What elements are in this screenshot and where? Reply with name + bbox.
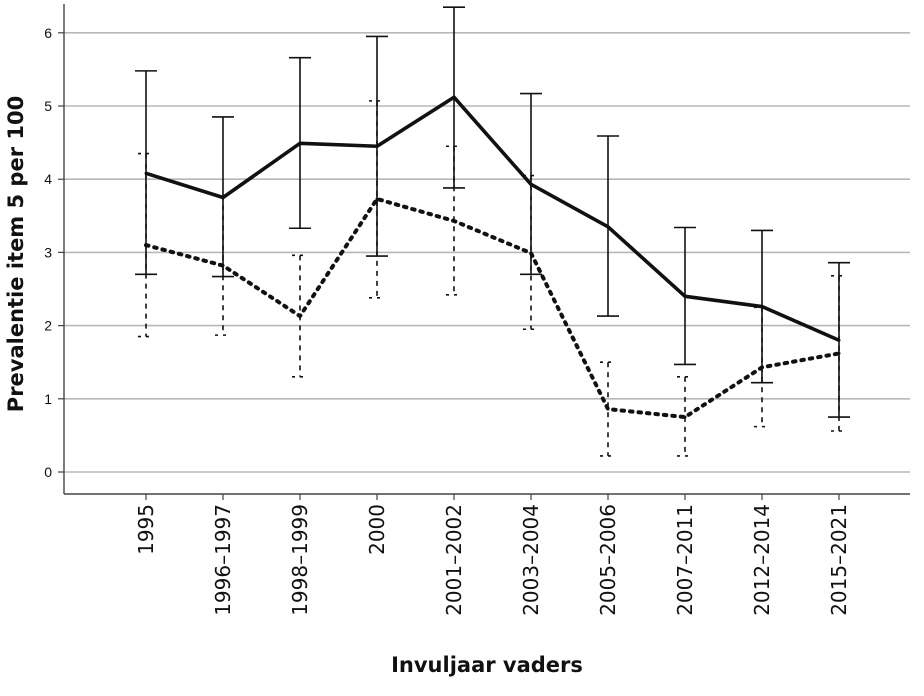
x-axis-title: Invuljaar vaders bbox=[391, 653, 583, 677]
x-tick-label-8: 2012–2014 bbox=[750, 504, 774, 616]
data-point-1-5 bbox=[529, 251, 533, 255]
error-bar-1-9 bbox=[831, 275, 847, 432]
data-point-1-2 bbox=[298, 314, 302, 318]
x-tick-label-1: 1996–1997 bbox=[211, 504, 235, 616]
data-point-0-2 bbox=[298, 141, 302, 145]
series-line-1 bbox=[144, 196, 841, 420]
y-tick-label-2: 2 bbox=[44, 318, 52, 334]
series-0 bbox=[135, 6, 850, 418]
series bbox=[135, 6, 850, 457]
y-tick-label-0: 0 bbox=[44, 464, 52, 480]
data-point-1-3 bbox=[375, 197, 379, 201]
y-tick-label-4: 4 bbox=[44, 171, 52, 187]
series-1 bbox=[138, 100, 847, 457]
data-point-0-7 bbox=[683, 294, 687, 298]
error-bar-1-3 bbox=[369, 100, 385, 299]
y-tick-label-1: 1 bbox=[44, 391, 52, 407]
data-point-1-7 bbox=[683, 415, 687, 419]
error-bar-1-5 bbox=[523, 174, 539, 331]
x-tick-label-9: 2015–2021 bbox=[827, 504, 851, 616]
axes bbox=[58, 4, 910, 500]
data-point-1-4 bbox=[452, 219, 456, 223]
error-bar-1-1 bbox=[215, 194, 231, 336]
x-tick-label-3: 2000 bbox=[365, 504, 389, 555]
error-bar-1-6 bbox=[600, 361, 616, 457]
x-tick-label-7: 2007–2011 bbox=[673, 504, 697, 616]
data-point-0-6 bbox=[606, 225, 610, 229]
x-tick-labels: 1995 1996–1997 1998–1999 2000 2001–2002 2003–… bbox=[134, 504, 851, 616]
gridlines bbox=[64, 31, 910, 473]
data-point-0-5 bbox=[529, 182, 533, 186]
y-tick-labels: 0 1 2 3 4 5 6 bbox=[44, 25, 52, 480]
y-tick-label-5: 5 bbox=[44, 98, 52, 114]
data-point-1-9 bbox=[837, 351, 841, 355]
data-point-0-4 bbox=[452, 95, 456, 99]
data-point-1-8 bbox=[760, 365, 764, 369]
y-tick-label-6: 6 bbox=[44, 25, 52, 41]
x-tick-label-0: 1995 bbox=[134, 504, 158, 555]
error-bar-1-7 bbox=[677, 376, 693, 457]
data-point-1-0 bbox=[144, 243, 148, 247]
x-tick-label-2: 1998–1999 bbox=[288, 504, 312, 616]
x-tick-label-6: 2005–2006 bbox=[596, 504, 620, 616]
error-bar-1-8 bbox=[754, 306, 770, 428]
data-point-1-6 bbox=[606, 407, 610, 411]
x-tick-label-4: 2001–2002 bbox=[442, 504, 466, 616]
x-tick-label-5: 2003–2004 bbox=[519, 504, 543, 616]
y-axis-title: Prevalentie item 5 per 100 bbox=[4, 96, 28, 412]
series-line-0 bbox=[145, 95, 840, 342]
y-tick-label-3: 3 bbox=[44, 244, 52, 260]
data-point-1-1 bbox=[221, 264, 225, 268]
